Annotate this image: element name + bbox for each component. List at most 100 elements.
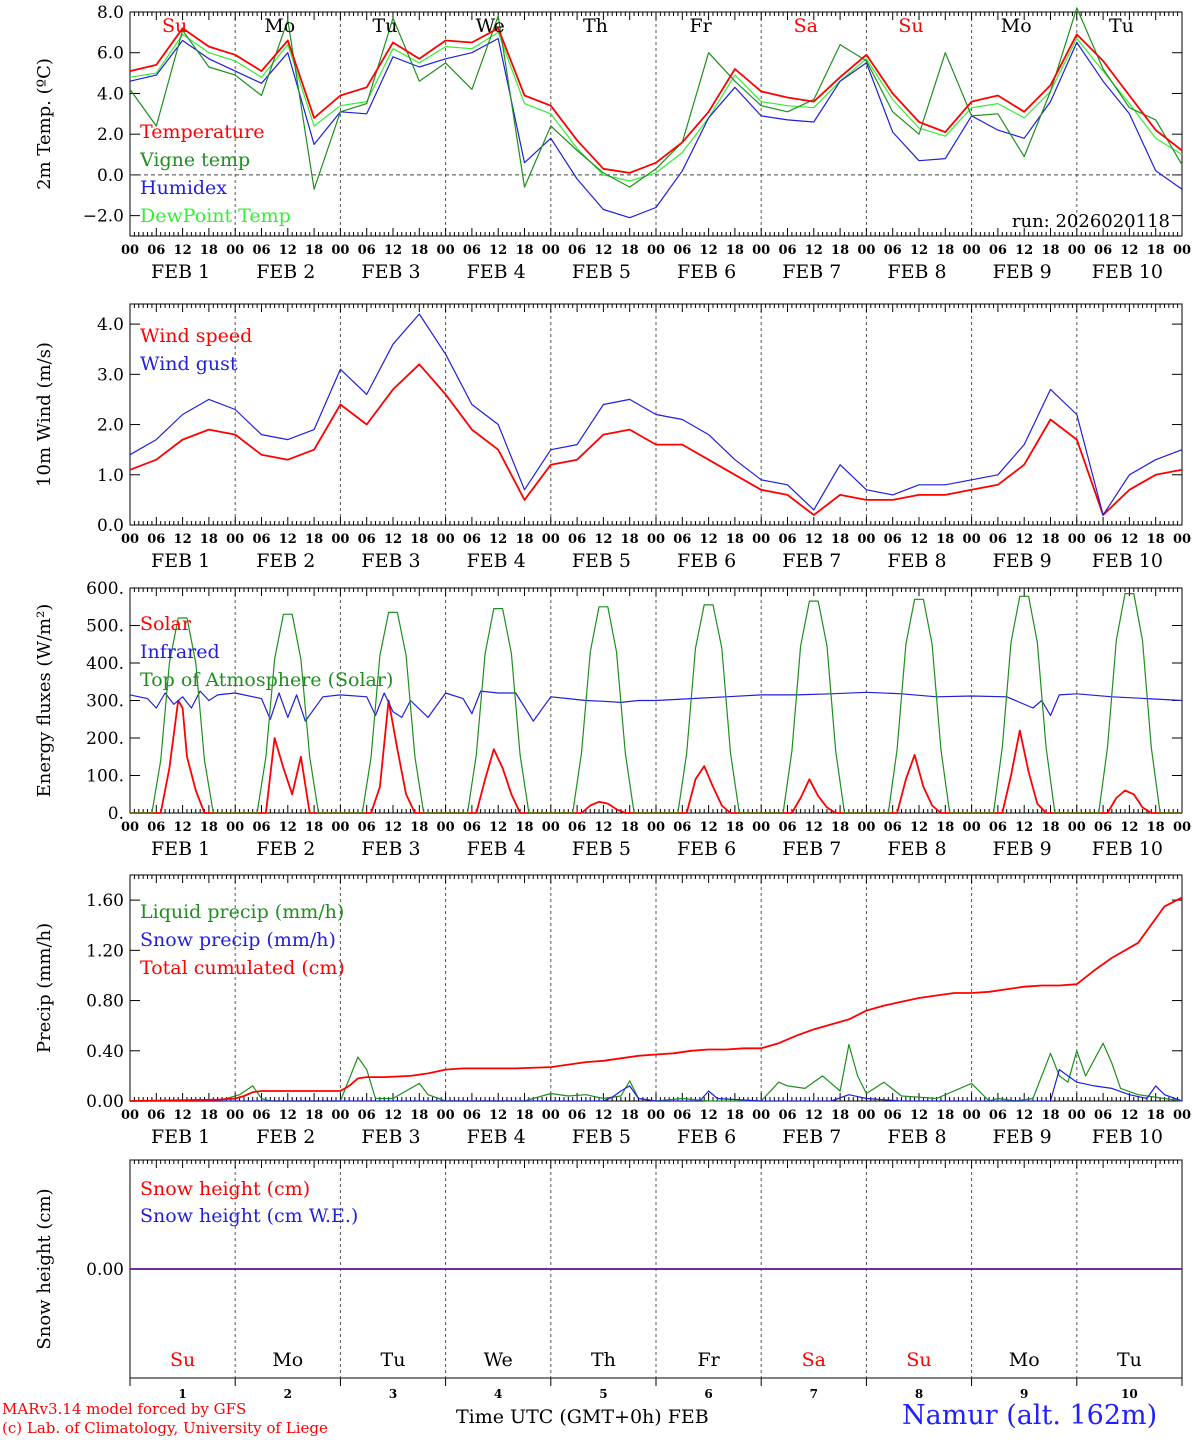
- wind-y-tick-label: 4.0: [97, 315, 124, 335]
- flux-hour-tick-label: 00: [857, 820, 875, 835]
- snow-day-of-week-label: Th: [591, 1349, 616, 1371]
- flux-date-label: FEB 10: [1092, 838, 1163, 860]
- station-name: Namur (alt. 162m): [902, 1400, 1158, 1431]
- temp-hour-tick-label: 12: [594, 243, 612, 258]
- wind-y-axis-title: 10m Wind (m/s): [34, 342, 55, 487]
- flux-date-label: FEB 9: [993, 838, 1052, 860]
- wind-hour-tick-label: 06: [1094, 532, 1112, 547]
- precip-hour-tick-label: 18: [410, 1108, 428, 1123]
- flux-legend-entry: Top of Atmosphere (Solar): [140, 669, 393, 691]
- temp-y-tick-label: −2.0: [83, 207, 124, 227]
- wind-date-label: FEB 8: [887, 550, 946, 572]
- precip-y-tick-label: 1.60: [86, 891, 124, 911]
- temp-hour-tick-label: 12: [279, 243, 297, 258]
- precip-series-total-cumulated-cm-: [129, 896, 1183, 1102]
- precip-date-label: FEB 7: [782, 1126, 841, 1148]
- flux-hour-tick-label: 18: [621, 820, 639, 835]
- temp-hour-tick-label: 00: [437, 243, 455, 258]
- snow-day-of-week-label: Tu: [381, 1349, 406, 1371]
- wind-hour-tick-label: 00: [1173, 532, 1191, 547]
- precip-hour-tick-label: 12: [805, 1108, 823, 1123]
- precip-hour-tick-label: 06: [673, 1108, 691, 1123]
- temp-date-label: FEB 6: [677, 261, 736, 283]
- precip-hour-tick-label: 12: [384, 1108, 402, 1123]
- precip-hour-tick-label: 12: [594, 1108, 612, 1123]
- flux-hour-tick-label: 12: [805, 820, 823, 835]
- snow-day-of-week-label: Tu: [1117, 1349, 1142, 1371]
- temp-day-of-week-label: Tu: [1109, 15, 1134, 37]
- flux-hour-tick-label: 12: [594, 820, 612, 835]
- flux-hour-tick-label: 00: [647, 820, 665, 835]
- wind-date-label: FEB 3: [361, 550, 420, 572]
- precip-hour-tick-label: 00: [752, 1108, 770, 1123]
- model-credit-line-2: (c) Lab. of Climatology, University of L…: [2, 1419, 328, 1437]
- temp-day-of-week-label: We: [476, 15, 505, 37]
- wind-hour-tick-label: 18: [936, 532, 954, 547]
- bottom-day-number: 1: [178, 1387, 186, 1401]
- precip-y-tick-label: 0.80: [86, 992, 124, 1012]
- wind-y-tick-label: 0.0: [97, 516, 124, 536]
- precip-hour-tick-label: 00: [542, 1108, 560, 1123]
- flux-date-label: FEB 8: [887, 838, 946, 860]
- flux-y-tick-label: 100.: [86, 767, 124, 787]
- wind-hour-tick-label: 12: [384, 532, 402, 547]
- temp-hour-tick-label: 12: [489, 243, 507, 258]
- wind-hour-tick-label: 12: [489, 532, 507, 547]
- temp-date-label: FEB 8: [887, 261, 946, 283]
- snow-legend-entry: Snow height (cm W.E.): [140, 1205, 358, 1227]
- snow-day-of-week-label: Su: [170, 1349, 195, 1371]
- wind-hour-tick-label: 00: [226, 532, 244, 547]
- flux-hour-tick-label: 00: [437, 820, 455, 835]
- wind-hour-tick-label: 00: [437, 532, 455, 547]
- temp-date-label: FEB 9: [993, 261, 1052, 283]
- precip-hour-tick-label: 12: [910, 1108, 928, 1123]
- bottom-day-number: 7: [810, 1387, 818, 1401]
- flux-y-tick-label: 200.: [86, 729, 124, 749]
- snow-day-of-week-label: Mo: [272, 1349, 303, 1371]
- flux-date-label: FEB 2: [256, 838, 315, 860]
- wind-hour-tick-label: 00: [752, 532, 770, 547]
- bottom-day-number: 10: [1121, 1387, 1138, 1401]
- precip-date-label: FEB 2: [256, 1126, 315, 1148]
- flux-hour-tick-label: 00: [121, 820, 139, 835]
- temp-day-of-week-label: Mo: [264, 15, 295, 37]
- flux-hour-tick-label: 00: [331, 820, 349, 835]
- flux-y-tick-label: 0.: [108, 804, 124, 824]
- temp-day-of-week-label: Th: [583, 15, 608, 37]
- wind-series-wind-gust: [129, 313, 1183, 516]
- flux-hour-tick-label: 06: [147, 820, 165, 835]
- precip-hour-tick-label: 12: [1120, 1108, 1138, 1123]
- wind-hour-tick-label: 12: [594, 532, 612, 547]
- wind-hour-tick-label: 12: [700, 532, 718, 547]
- bottom-day-number: 3: [389, 1387, 397, 1401]
- temp-hour-tick-label: 12: [1015, 243, 1033, 258]
- flux-hour-tick-label: 12: [279, 820, 297, 835]
- flux-y-tick-label: 400.: [86, 654, 124, 674]
- flux-hour-tick-label: 12: [1015, 820, 1033, 835]
- flux-hour-tick-label: 06: [884, 820, 902, 835]
- wind-hour-tick-label: 18: [831, 532, 849, 547]
- wind-y-tick-label: 3.0: [97, 365, 124, 385]
- wind-hour-tick-label: 06: [989, 532, 1007, 547]
- precip-date-label: FEB 1: [151, 1126, 210, 1148]
- temp-hour-tick-label: 06: [989, 243, 1007, 258]
- wind-hour-tick-label: 18: [200, 532, 218, 547]
- temp-hour-tick-label: 06: [1094, 243, 1112, 258]
- precip-hour-tick-label: 06: [1094, 1108, 1112, 1123]
- temp-hour-tick-label: 12: [1120, 243, 1138, 258]
- flux-hour-tick-label: 00: [752, 820, 770, 835]
- temp-y-tick-label: 0.0: [97, 166, 124, 186]
- flux-hour-tick-label: 12: [700, 820, 718, 835]
- temp-hour-tick-label: 18: [726, 243, 744, 258]
- precip-hour-tick-label: 00: [226, 1108, 244, 1123]
- precip-hour-tick-label: 00: [331, 1108, 349, 1123]
- flux-hour-tick-label: 00: [963, 820, 981, 835]
- temp-series-vigne-temp: [129, 7, 1183, 190]
- wind-y-tick-label: 2.0: [97, 416, 124, 436]
- temp-hour-tick-label: 06: [673, 243, 691, 258]
- wind-legend-entry: Wind gust: [140, 353, 238, 375]
- wind-hour-tick-label: 18: [515, 532, 533, 547]
- precip-hour-tick-label: 12: [279, 1108, 297, 1123]
- bottom-day-number: 8: [915, 1387, 923, 1401]
- bottom-day-number: 9: [1020, 1387, 1028, 1401]
